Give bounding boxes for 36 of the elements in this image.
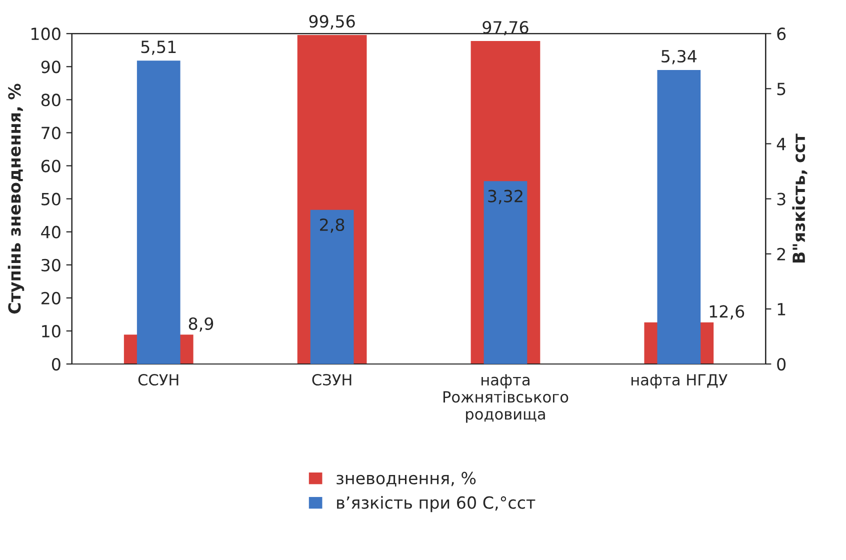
y-tick-label: 40 [41, 226, 60, 238]
y-tick-label: 70 [42, 126, 60, 140]
y-tick-label: 90 [41, 60, 60, 74]
y2-tick-label: 4 [776, 138, 786, 150]
y2-tick-label: 2 [777, 248, 785, 260]
legend-label: в’язкість при 60 С,°сст [337, 496, 536, 512]
y-tick-label: 50 [42, 192, 60, 206]
y2-tick-label: 1 [778, 303, 786, 316]
bar [484, 181, 528, 364]
x-tick-label: СЗУН [312, 374, 352, 386]
y-tick-label: 80 [41, 94, 60, 106]
bar [310, 210, 354, 364]
y2-tick-label: 6 [777, 28, 786, 40]
y2-axis-title: В"язкість, сст [792, 134, 808, 262]
data-label: 12,6 [710, 305, 744, 320]
x-tick-label: ССУН [138, 374, 178, 386]
x-tick-label: нафта Рожнятівського родовища [443, 374, 568, 423]
legend-label: зневоднення, % [336, 472, 476, 486]
x-tick-label: нафта НГДУ [632, 374, 728, 389]
data-label: 5,34 [662, 50, 697, 64]
data-label: 99,56 [309, 15, 355, 30]
y-tick-label: 0 [52, 358, 60, 371]
y-tick-label: 10 [42, 324, 60, 338]
data-label: 2,8 [320, 218, 344, 233]
y2-tick-label: 5 [777, 82, 786, 96]
data-label: 8,9 [188, 317, 214, 332]
y2-tick-label: 3 [777, 192, 786, 206]
data-label: 5,51 [141, 40, 176, 55]
y-tick-label: 20 [42, 292, 60, 304]
y2-tick-label: 0 [777, 358, 786, 371]
y-tick-label: 60 [41, 160, 60, 172]
y-axis-title: Ступінь зневоднення, % [8, 84, 24, 314]
y-tick-label: 100 [32, 28, 60, 40]
data-label: 97,76 [482, 21, 528, 36]
data-label: 3,32 [488, 190, 522, 204]
y-tick-label: 30 [42, 258, 60, 272]
